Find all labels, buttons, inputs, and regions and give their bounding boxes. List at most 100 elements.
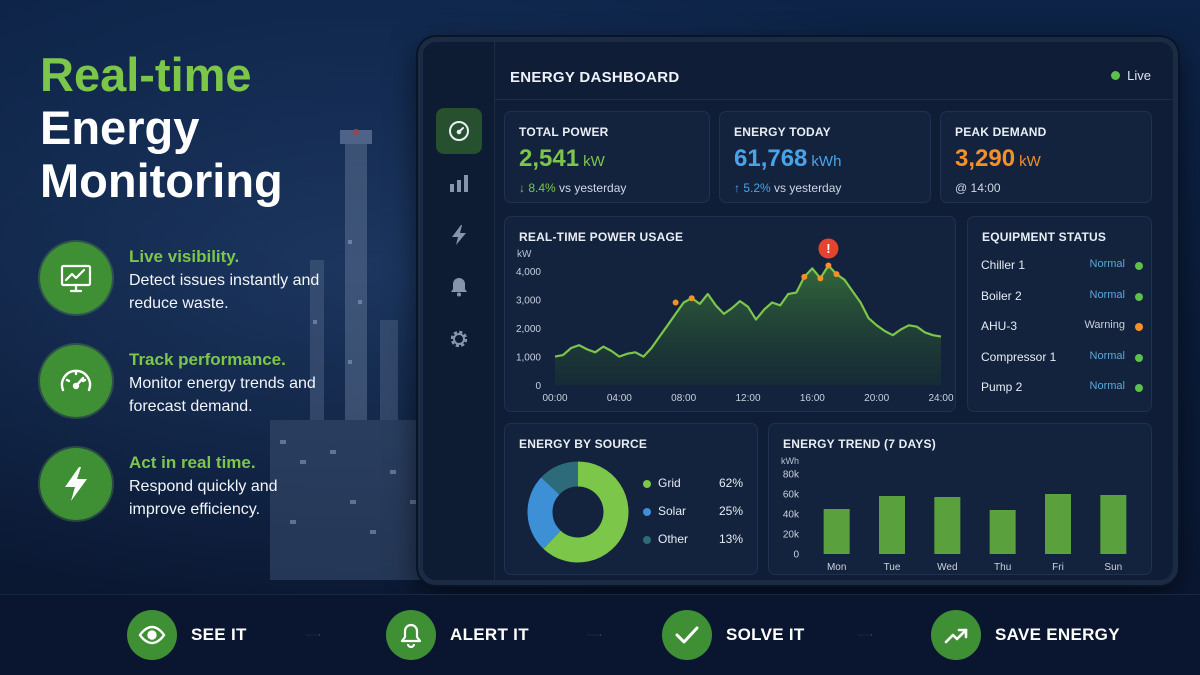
feature-description: Detect issues instantly and reduce waste…	[129, 272, 320, 312]
kpi-energy-today[interactable]: ENERGY TODAY 61,768 kWh ↑ 5.2% vs yesterd…	[719, 111, 931, 203]
equipment-status: Warning	[1084, 319, 1125, 331]
x-tick-label: 04:00	[607, 393, 632, 404]
bar-mon[interactable]	[823, 509, 850, 554]
y-tick-label: 80k	[783, 470, 800, 481]
nav-analytics[interactable]	[436, 160, 482, 206]
energy-source-donut[interactable]	[523, 457, 633, 567]
kpi-value: 61,768 kWh	[734, 145, 841, 173]
status-dot	[1135, 353, 1143, 362]
legend-value: 13%	[718, 532, 743, 546]
alert-point[interactable]	[833, 271, 840, 278]
x-tick-label: 16:00	[800, 393, 825, 404]
energy-trend-card: ENERGY TREND (7 DAYS) kWh 0 20k 40k 60k 80k Mo…	[768, 423, 1152, 575]
dashboard-header: ENERGY DASHBOARD Live	[495, 42, 1173, 100]
dashboard-tablet: ENERGY DASHBOARD Live TOTAL POWER 2,541 k…	[418, 37, 1178, 585]
nav-settings[interactable]	[436, 316, 482, 362]
equipment-row[interactable]: AHU-3 Warning	[981, 319, 1143, 339]
feature-description: Respond quickly and improve efficiency.	[129, 478, 278, 518]
step-alert-it: ALERT IT	[386, 610, 529, 660]
step-label: ALERT IT	[450, 625, 529, 644]
kpi-number: 61,768	[734, 145, 808, 172]
legend-swatch	[643, 508, 651, 516]
energy-trend-chart[interactable]: kWh 0 20k 40k 60k 80k Mon Tue Wed Thu Fri Sun	[769, 424, 1153, 576]
equipment-status: Normal	[1089, 380, 1125, 392]
alert-marker-label: !	[826, 241, 830, 256]
bar-fri[interactable]	[1045, 494, 1071, 554]
donut-slice-solar[interactable]	[527, 477, 562, 549]
bar-thu[interactable]	[989, 510, 1016, 554]
kpi-value: 2,541 kW	[519, 145, 605, 173]
alert-point[interactable]	[801, 273, 808, 280]
equipment-name: Boiler 2	[981, 288, 1022, 303]
equipment-name: Chiller 1	[981, 258, 1026, 272]
kpi-change-value: 5.2%	[743, 181, 771, 195]
kpi-total-power[interactable]: TOTAL POWER 2,541 kW ↓ 8.4% vs yesterday	[504, 111, 710, 203]
alert-point[interactable]	[825, 262, 832, 269]
x-tick-label: Mon	[827, 562, 846, 573]
action-flow: SEE IT ALERT IT SOLVE IT SAVE ENERGY	[0, 594, 1200, 675]
x-tick-label: Tue	[884, 562, 901, 573]
y-tick-label: 0	[793, 550, 799, 561]
feature-title: Act in real time.	[129, 453, 256, 472]
alert-point[interactable]	[688, 295, 695, 302]
hero-section: Real-time Energy Monitoring	[40, 48, 380, 207]
y-axis-unit: kWh	[781, 456, 799, 466]
kpi-label: ENERGY TODAY	[734, 125, 831, 139]
equipment-row[interactable]: Boiler 2 Normal	[981, 289, 1143, 309]
legend-label: Solar	[658, 504, 687, 518]
kpi-change-value: 8.4%	[528, 181, 556, 195]
arrow-down-icon: ↓	[519, 181, 525, 195]
step-save-energy: SAVE ENERGY	[931, 610, 1120, 660]
legend-swatch	[643, 536, 651, 544]
x-tick-label: 08:00	[671, 393, 696, 404]
bar-sun[interactable]	[1100, 495, 1127, 554]
kpi-unit: kW	[583, 153, 605, 170]
donut-slice-grid[interactable]	[543, 461, 629, 563]
alert-point[interactable]	[817, 275, 824, 282]
legend-label: Grid	[658, 476, 681, 490]
arrow-up-icon: ↑	[734, 181, 740, 195]
y-tick-label: 3,000	[516, 296, 541, 307]
gauge-icon	[449, 121, 469, 141]
power-usage-chart[interactable]: kW 0 1,000 2,000 3,000 4,000 00:00 04:00 08:00 12…	[505, 217, 957, 413]
alert-point[interactable]	[672, 299, 679, 306]
equipment-status-card: EQUIPMENT STATUS Chiller 1 Normal Boiler 2…	[967, 216, 1152, 412]
equipment-row[interactable]: Pump 2 Normal	[981, 380, 1143, 400]
nav-dashboard[interactable]	[436, 108, 482, 154]
gear-icon	[450, 330, 468, 348]
flow-arrow	[305, 634, 321, 636]
bar-wed[interactable]	[934, 497, 961, 554]
hero-title: Real-time Energy Monitoring	[40, 48, 380, 207]
kpi-change-text: vs yesterday	[774, 181, 842, 195]
x-tick-label: 12:00	[735, 393, 760, 404]
nav-power[interactable]	[436, 212, 482, 258]
kpi-value: 3,290 kW	[955, 145, 1041, 173]
step-label: SAVE ENERGY	[995, 625, 1120, 644]
bell-icon	[386, 610, 436, 660]
kpi-peak-demand[interactable]: PEAK DEMAND 3,290 kW @ 14:00	[940, 111, 1152, 203]
dashboard-title: ENERGY DASHBOARD	[510, 69, 680, 86]
alert-marker-icon[interactable]	[818, 238, 839, 259]
bar-tue[interactable]	[879, 496, 905, 554]
equipment-status: Normal	[1089, 258, 1125, 270]
power-series-line	[554, 264, 942, 358]
step-label: SEE IT	[191, 625, 247, 644]
kpi-change: ↑ 5.2% vs yesterday	[734, 181, 841, 195]
legend-value: 25%	[718, 504, 743, 518]
x-tick-label: Wed	[937, 562, 957, 573]
donut-slice-other[interactable]	[541, 461, 579, 496]
step-solve-it: SOLVE IT	[662, 610, 805, 660]
equipment-name: AHU-3	[981, 319, 1018, 333]
nav-alerts[interactable]	[436, 264, 482, 310]
x-tick-label: Thu	[994, 562, 1011, 573]
kpi-label: TOTAL POWER	[519, 125, 609, 139]
sidebar-nav	[423, 42, 495, 580]
kpi-change-text: vs yesterday	[559, 181, 627, 195]
bell-icon	[451, 278, 467, 297]
equipment-row[interactable]: Compressor 1 Normal	[981, 350, 1143, 370]
monitor-chart-icon	[40, 242, 112, 314]
x-tick-label: 20:00	[864, 393, 889, 404]
equipment-status: Normal	[1089, 288, 1125, 301]
equipment-row[interactable]: Chiller 1 Normal	[981, 258, 1143, 278]
status-dot	[1135, 262, 1143, 270]
